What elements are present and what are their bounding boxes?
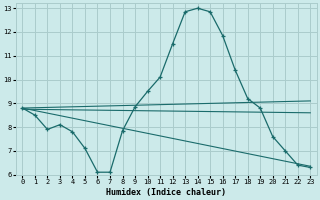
X-axis label: Humidex (Indice chaleur): Humidex (Indice chaleur) <box>106 188 226 197</box>
